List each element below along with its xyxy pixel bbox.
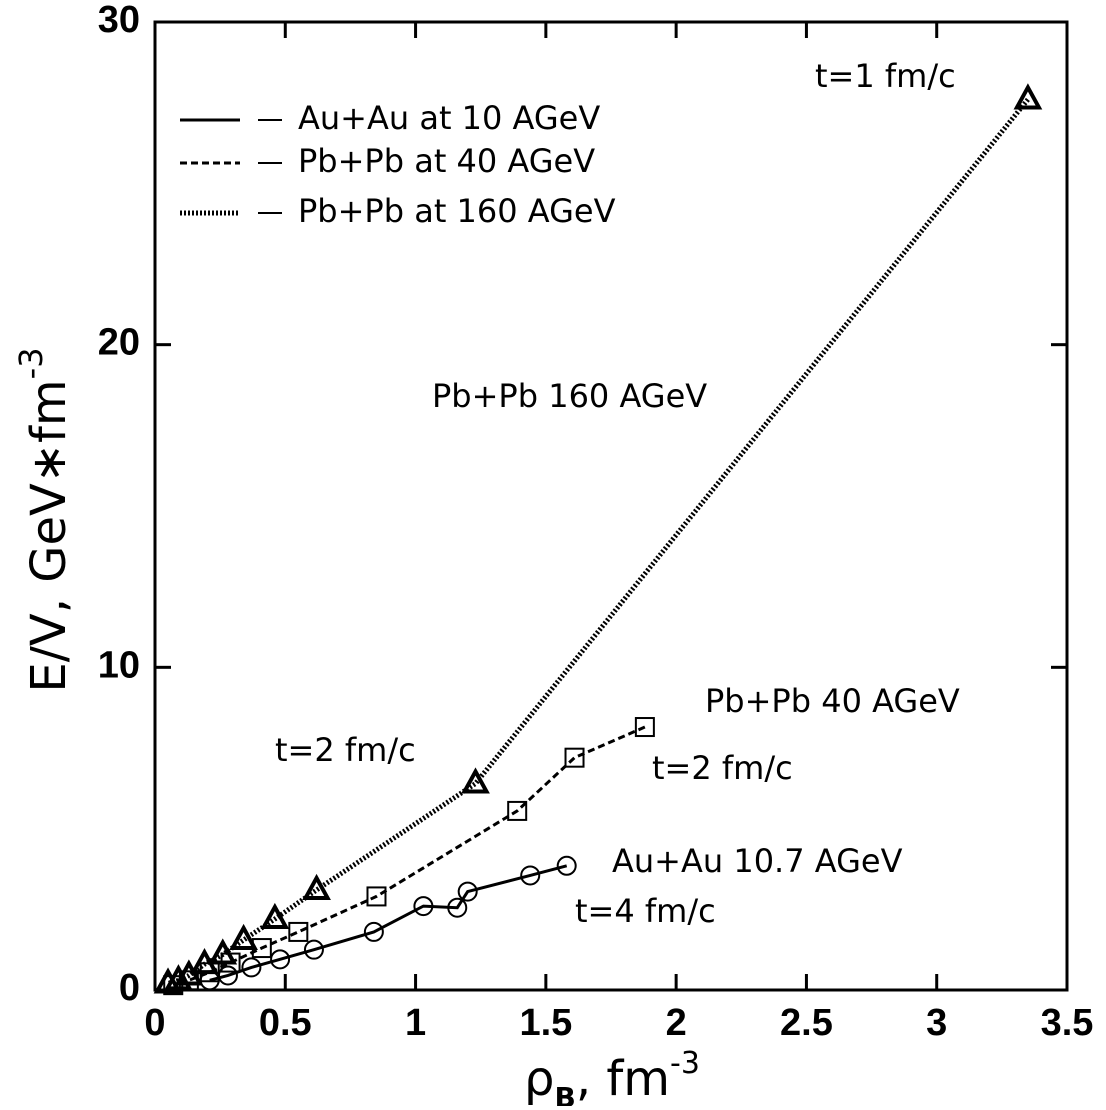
x-tick-label: 0: [144, 1002, 165, 1044]
marker: [507, 800, 528, 821]
marker: [303, 939, 324, 960]
marker: [260, 902, 290, 930]
marker: [363, 921, 384, 942]
annotation: t=2 fm/c: [275, 731, 416, 769]
legend-label: Pb+Pb at 160 AGeV: [298, 192, 616, 230]
marker: [461, 767, 490, 794]
series-line: [172, 725, 646, 987]
marker: [208, 938, 238, 965]
marker: [1013, 83, 1043, 110]
marker: [153, 967, 183, 994]
marker: [634, 717, 655, 738]
y-tick-label: 0: [119, 967, 140, 1009]
marker: [366, 886, 387, 907]
x-axis-label-part: , fm: [576, 1051, 670, 1106]
annotation: t=4 fm/c: [575, 892, 716, 930]
marker: [241, 957, 262, 978]
legend-label: Pb+Pb at 40 AGeV: [298, 142, 595, 180]
annotation: Pb+Pb 160 AGeV: [432, 377, 707, 415]
marker: [413, 896, 434, 917]
y-tick-label: 20: [98, 322, 140, 364]
legend-label: Au+Au at 10 AGeV: [298, 99, 600, 137]
x-tick-label: 0.5: [259, 1002, 312, 1044]
y-axis-label-part: -3: [12, 347, 50, 379]
marker: [229, 923, 258, 950]
marker: [270, 949, 291, 970]
x-tick-label: 3: [926, 1002, 947, 1044]
x-axis-label-part: B: [555, 1081, 576, 1107]
x-axis-label-part: ρ: [524, 1051, 554, 1106]
series-line: [209, 864, 568, 982]
x-tick-label: 1: [405, 1002, 426, 1044]
y-axis-label-part: E/V, GeV∗fm: [21, 379, 77, 692]
y-tick-label: 30: [98, 0, 140, 41]
x-tick-label: 2.5: [780, 1002, 833, 1044]
y-axis-label: E/V, GeV∗fm-3: [12, 347, 77, 692]
marker: [190, 948, 219, 975]
marker: [447, 897, 468, 918]
x-axis-label-part: -3: [670, 1046, 700, 1081]
marker: [564, 747, 585, 768]
plot-frame: [153, 20, 1069, 992]
marker: [302, 873, 331, 900]
y-tick-label: 10: [98, 644, 140, 686]
marker: [457, 881, 478, 902]
annotation: Au+Au 10.7 AGeV: [612, 842, 903, 880]
marker: [520, 865, 541, 886]
x-axis-label: ρB, fm-3: [524, 1046, 700, 1106]
marker: [288, 921, 309, 942]
marker: [556, 855, 577, 876]
annotation: t=1 fm/c: [815, 57, 956, 95]
x-tick-label: 3.5: [1041, 1002, 1094, 1044]
annotation: Pb+Pb 40 AGeV: [705, 682, 960, 720]
x-tick-label: 2: [666, 1002, 687, 1044]
annotation: t=2 fm/c: [652, 749, 793, 787]
x-tick-label: 1.5: [519, 1002, 572, 1044]
